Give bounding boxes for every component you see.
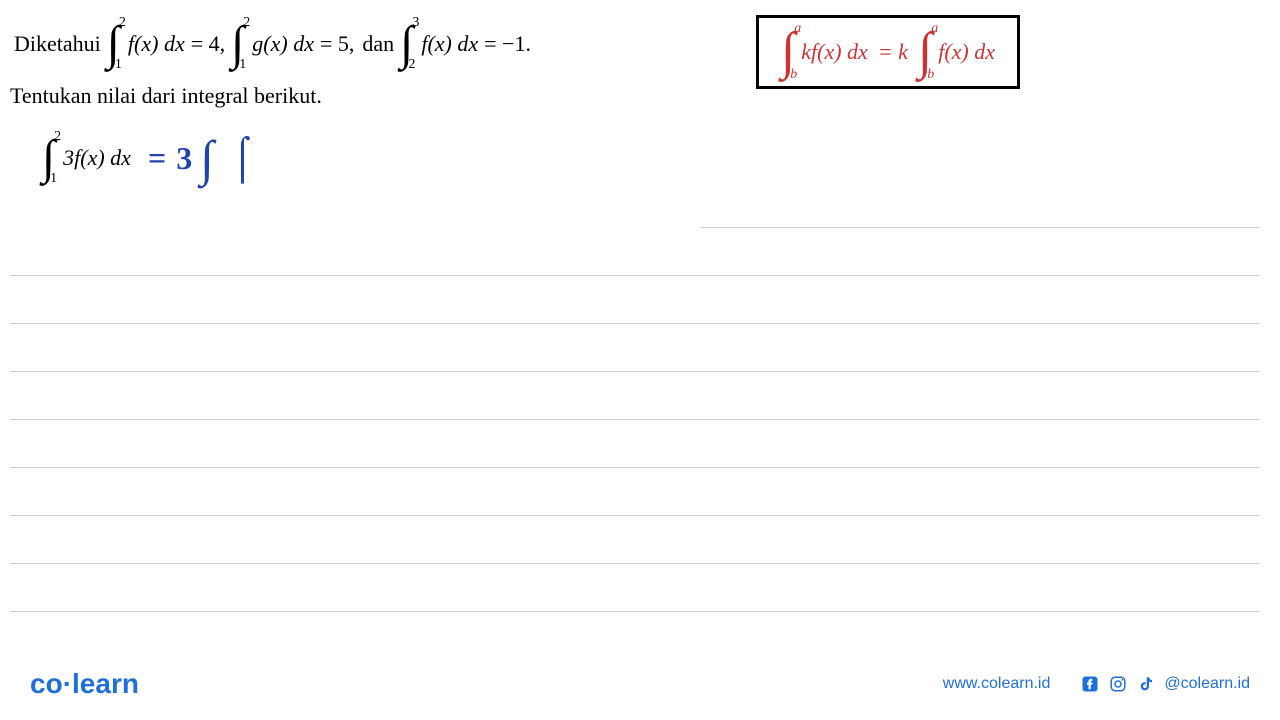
question-integral: ∫ 2 1 3f(x) dx = 3 ∫ ⌠ xyxy=(40,129,1260,187)
integral-3: ∫ 3 2 f(x) dx xyxy=(400,20,478,68)
question-int: ∫ 2 1 3f(x) dx xyxy=(42,134,131,182)
ruled-line xyxy=(10,228,1260,276)
formula-box: ∫ a b kf(x) dx = k ∫ a b f(x) dx xyxy=(756,15,1020,89)
facebook-icon xyxy=(1080,674,1100,694)
logo-co: co xyxy=(30,668,63,699)
formula-int-right: ∫ a b f(x) dx xyxy=(918,26,995,78)
instagram-icon xyxy=(1108,674,1128,694)
handwritten-answer: = 3 ∫ ⌠ xyxy=(148,129,263,187)
int3-body: f(x) dx xyxy=(421,31,478,57)
content-area: Diketahui ∫ 2 1 f(x) dx = 4, ∫ 2 1 g(x) … xyxy=(10,20,1260,187)
social-icons: @colearn.id xyxy=(1080,674,1250,694)
int1-equals: = 4, xyxy=(191,31,225,57)
formula-int-left-symbol: ∫ a b xyxy=(781,26,795,78)
fl-upper: a xyxy=(794,22,801,36)
logo-dot: · xyxy=(63,668,72,699)
int1-body: f(x) dx xyxy=(128,31,185,57)
ruled-line xyxy=(10,276,1260,324)
logo: co·learn xyxy=(30,668,139,700)
ruled-line xyxy=(10,516,1260,564)
fl-lower: b xyxy=(790,68,797,82)
social-handle: @colearn.id xyxy=(1164,675,1250,693)
ruled-line xyxy=(10,468,1260,516)
integral-symbol-3: ∫ 3 2 xyxy=(400,20,413,68)
int3-equals: = −1. xyxy=(484,31,531,57)
ruled-line xyxy=(10,564,1260,612)
footer-right: www.colearn.id @colearn.id xyxy=(943,674,1250,694)
int1-lower: 1 xyxy=(115,58,122,72)
ruled-lines xyxy=(10,180,1260,612)
ruled-line xyxy=(10,324,1260,372)
footer: co·learn www.colearn.id @colearn.id xyxy=(0,668,1280,700)
fr-upper: a xyxy=(931,22,938,36)
int2-lower: 1 xyxy=(239,58,246,72)
formula-equals: = k xyxy=(878,39,908,65)
problem-statement: Diketahui ∫ 2 1 f(x) dx = 4, ∫ 2 1 g(x) … xyxy=(10,20,1260,68)
prefix-text: Diketahui xyxy=(14,31,101,57)
logo-learn: learn xyxy=(72,668,139,699)
hw-int2: ⌠ xyxy=(230,134,255,182)
integral-2: ∫ 2 1 g(x) dx xyxy=(231,20,314,68)
formula-int-right-symbol: ∫ a b xyxy=(918,26,932,78)
q-upper: 2 xyxy=(54,130,61,144)
fr-body: f(x) dx xyxy=(938,39,995,65)
int2-body: g(x) dx xyxy=(252,31,314,57)
integral-symbol-1: ∫ 2 1 xyxy=(107,20,120,68)
formula-int-left: ∫ a b kf(x) dx xyxy=(781,26,868,78)
ruled-line xyxy=(10,372,1260,420)
integral-1: ∫ 2 1 f(x) dx xyxy=(107,20,185,68)
int3-lower: 2 xyxy=(408,58,415,72)
hw-equals: = xyxy=(148,140,166,177)
subtitle-text: Tentukan nilai dari integral berikut. xyxy=(10,83,1260,109)
integral-symbol-2: ∫ 2 1 xyxy=(231,20,244,68)
question-int-symbol: ∫ 2 1 xyxy=(42,134,55,182)
int3-upper: 3 xyxy=(412,16,419,30)
connector-text: dan xyxy=(362,31,394,57)
tiktok-icon xyxy=(1136,674,1156,694)
int2-upper: 2 xyxy=(243,16,250,30)
int1-upper: 2 xyxy=(119,16,126,30)
hw-int1: ∫ xyxy=(200,129,214,187)
q-body: 3f(x) dx xyxy=(63,145,131,171)
fl-body: kf(x) dx xyxy=(801,39,868,65)
website-url: www.colearn.id xyxy=(943,675,1051,693)
hw-coef: 3 xyxy=(176,140,192,177)
fr-lower: b xyxy=(927,68,934,82)
ruled-line xyxy=(10,420,1260,468)
int2-equals: = 5, xyxy=(320,31,354,57)
ruled-line xyxy=(700,180,1260,228)
